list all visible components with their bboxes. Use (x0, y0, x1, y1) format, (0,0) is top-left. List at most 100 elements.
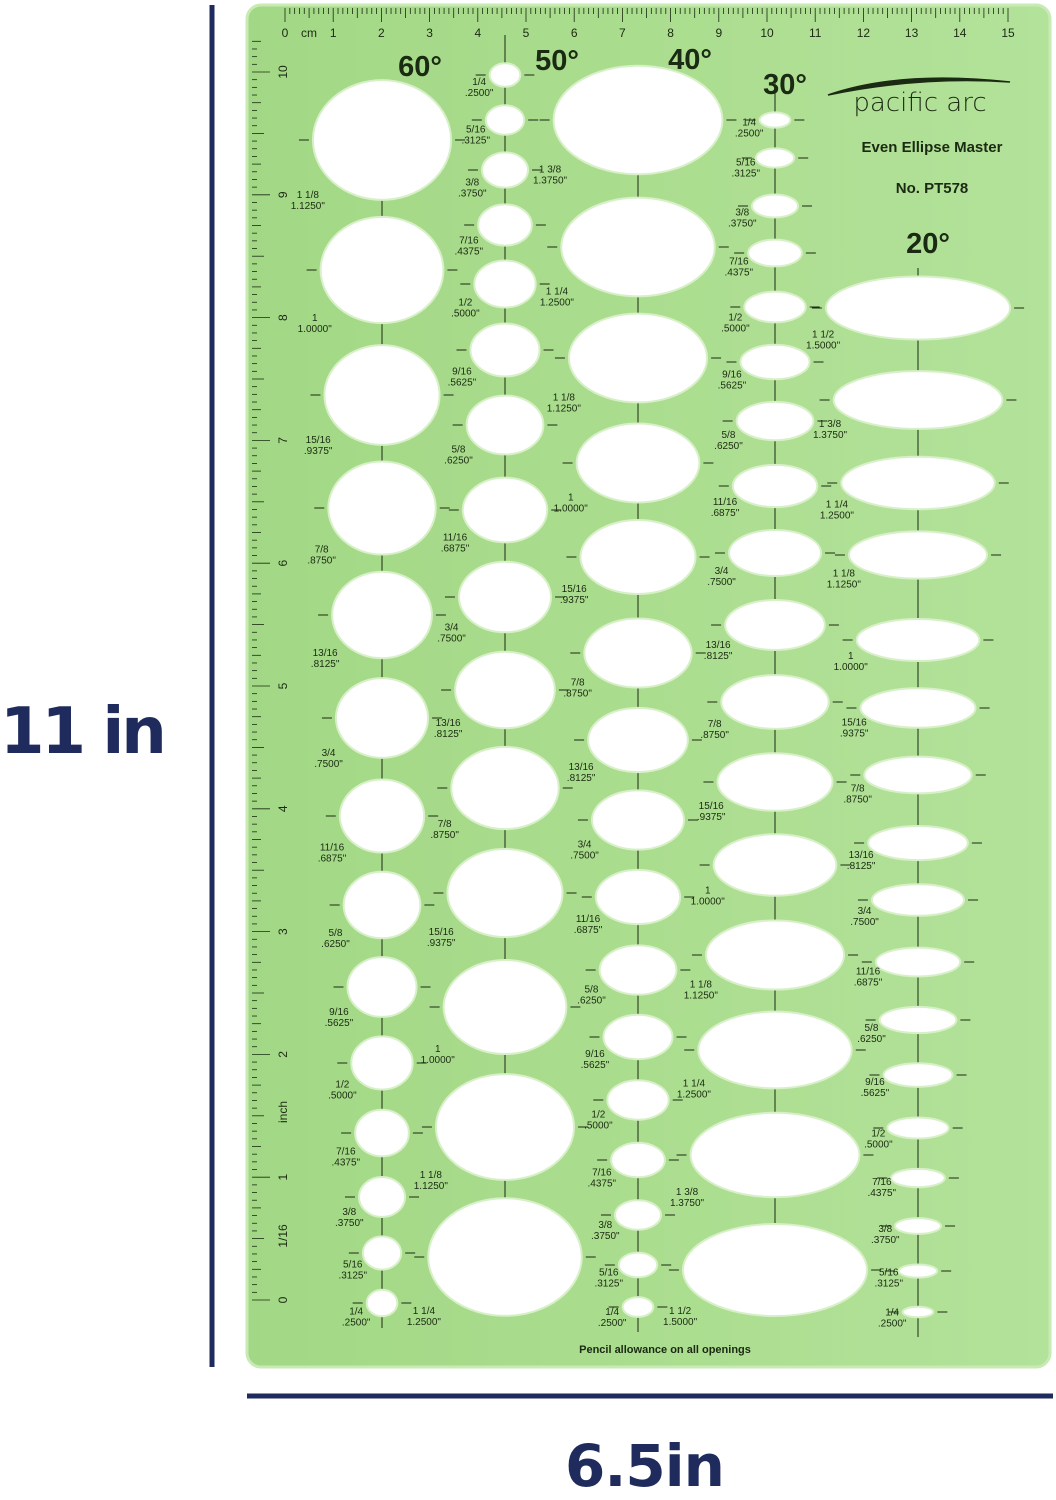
opening-decimal: .4375" (332, 1157, 361, 1168)
opening-decimal: .6250" (321, 939, 350, 950)
ellipse-opening (579, 518, 697, 596)
opening-decimal: 1.1250" (414, 1181, 449, 1192)
opening-fraction: 1/2 (335, 1080, 349, 1091)
opening-fraction: 1/2 (458, 298, 472, 309)
opening-size-label: 1 1/2 1.5000" (806, 330, 841, 352)
opening-decimal: .2500" (598, 1318, 627, 1329)
ellipse-opening (594, 868, 682, 926)
opening-size-label: 5/8.6250" (577, 985, 606, 1007)
opening-decimal: 1.2500" (407, 1317, 442, 1328)
ellipse-opening (311, 79, 453, 201)
opening-fraction: 1 (312, 313, 318, 324)
opening-fraction: 5/8 (329, 928, 343, 939)
angle-header-20: 20° (906, 228, 950, 260)
inch-label: 5 (276, 682, 290, 689)
ellipse-opening (901, 1305, 935, 1319)
inch-label: 7 (276, 437, 290, 444)
opening-decimal: 1.1250" (547, 403, 582, 414)
opening-size-label: 9/16.5625" (581, 1049, 610, 1071)
opening-size-label: 1 1/8 1.1250" (547, 392, 582, 414)
opening-size-label: 1 1/8 1.1250" (684, 980, 719, 1002)
opening-decimal: .5625" (448, 377, 477, 388)
ellipse-opening (560, 196, 716, 298)
inch-label: 2 (276, 1051, 290, 1058)
height-label: 11 in (0, 695, 167, 769)
angle-header-60: 60° (398, 51, 442, 83)
opening-size-label: 3/8.3750" (591, 1220, 620, 1242)
opening-fraction: 13/16 (849, 850, 874, 861)
ellipse-opening (602, 1013, 674, 1061)
opening-fraction: 11/16 (576, 914, 601, 925)
opening-fraction: 3/8 (878, 1224, 892, 1235)
opening-size-label: 9/16.5625" (718, 369, 747, 391)
opening-decimal: .2500" (878, 1318, 907, 1329)
angle-header-30: 30° (763, 69, 807, 101)
ellipse-opening (840, 455, 996, 511)
opening-decimal: .8750" (563, 689, 592, 700)
opening-size-label: 1 1/4 1.2500" (407, 1306, 442, 1328)
opening-fraction: 9/16 (722, 369, 742, 380)
opening-decimal: .7500" (850, 917, 879, 928)
opening-decimal: 1.3750" (813, 430, 848, 441)
opening-decimal: .8750" (307, 556, 336, 567)
opening-size-label: 5/8.6250" (714, 430, 743, 452)
ellipse-opening (434, 1073, 576, 1181)
opening-size-label: 1 1.0000" (834, 651, 869, 673)
ellipse-column-30: 1/4.2500" 5/16.3125" 3/8.3750" 7/16.4375" 1/… (663, 80, 882, 1328)
opening-fraction: 7/8 (708, 719, 722, 730)
opening-decimal: .4375" (725, 267, 754, 278)
opening-size-label: 7/16.4375" (588, 1167, 617, 1189)
opening-decimal: .6875" (711, 508, 740, 519)
opening-fraction: 7/16 (336, 1146, 356, 1157)
ellipse-opening (870, 883, 966, 917)
model-number: No. PT578 (896, 180, 969, 197)
opening-size-label: 13/16.8125" (567, 762, 596, 784)
opening-decimal: .6250" (714, 441, 743, 452)
opening-decimal: 1.0000" (298, 324, 333, 335)
opening-decimal: .7500" (437, 633, 466, 644)
ellipse-opening (863, 755, 973, 795)
opening-size-label: 1/2.5000" (721, 312, 750, 334)
ellipse-opening (446, 847, 564, 939)
opening-decimal: 1.1250" (684, 991, 719, 1002)
opening-fraction: 15/16 (699, 801, 724, 812)
opening-decimal: 1.5000" (663, 1317, 698, 1328)
opening-fraction: 1 3/8 (676, 1187, 699, 1198)
ellipse-opening (361, 1235, 403, 1271)
opening-size-label: 5/8.6250" (321, 928, 350, 950)
opening-decimal: 1.0000" (834, 662, 869, 673)
opening-size-label: 13/16.8125" (434, 718, 463, 740)
opening-size-label: 7/8.8750" (563, 678, 592, 700)
opening-decimal: .5000" (721, 323, 750, 334)
opening-fraction: 5/16 (466, 125, 486, 136)
opening-fraction: 1 1/4 (826, 499, 849, 510)
opening-size-label: 3/8.3750" (458, 178, 487, 200)
cm-label: 6 (571, 26, 578, 40)
opening-fraction: 11/16 (443, 532, 468, 543)
opening-size-label: 15/16.9375" (304, 435, 333, 457)
opening-size-label: 3/4.7500" (314, 748, 343, 770)
ellipse-column-60: 1 1/8 1.1250"1 1.0000"15/16.9375"7/8.8750"… (291, 79, 466, 1328)
ellipse-opening (365, 1288, 399, 1318)
opening-fraction: 9/16 (329, 1007, 349, 1018)
cm-label: 15 (1001, 26, 1015, 40)
opening-fraction: 5/8 (722, 430, 736, 441)
opening-fraction: 7/8 (315, 545, 329, 556)
cm-label: 9 (715, 26, 722, 40)
inch-ruler: 0 1 2 3 4 5 6 7 8 9 10 inch 1/16 (252, 40, 290, 1303)
cm-label: 8 (667, 26, 674, 40)
opening-size-label: 1/4.2500" (878, 1307, 907, 1329)
ellipse-opening (754, 147, 796, 169)
opening-decimal: 1.2500" (677, 1089, 712, 1100)
opening-fraction: 13/16 (436, 718, 461, 729)
ellipse-opening (610, 1141, 666, 1179)
opening-decimal: .5000" (864, 1140, 893, 1151)
pencil-allowance-note: Pencil allowance on all openings (579, 1344, 751, 1356)
brand-swoosh-icon (827, 77, 1011, 96)
opening-fraction: 1 1/2 (812, 330, 835, 341)
cm-label: 4 (474, 26, 481, 40)
opening-decimal: .2500" (465, 88, 494, 99)
opening-size-label: 15/16.9375" (697, 801, 726, 823)
opening-decimal: .8125" (434, 729, 463, 740)
opening-size-label: 1 3/8 1.3750" (813, 419, 848, 441)
